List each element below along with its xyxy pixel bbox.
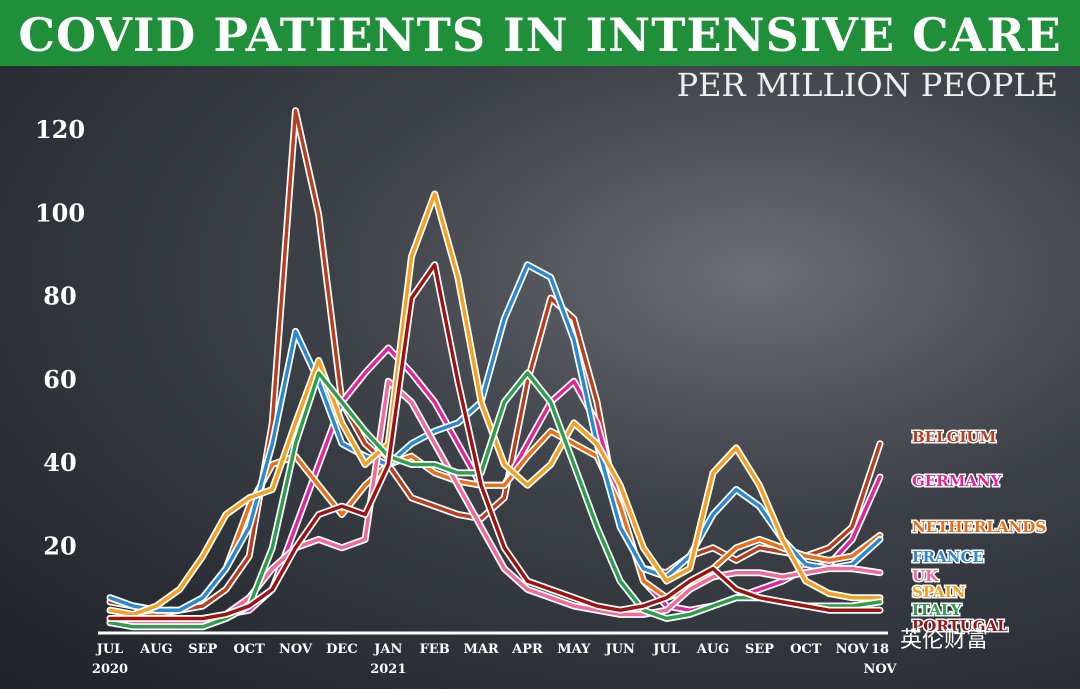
line: [108, 263, 882, 612]
legend-label: UK: [912, 567, 939, 585]
legend-label: PORTUGAL: [912, 617, 1008, 635]
y-tick-label: 60: [43, 365, 76, 394]
x-tick-label: JAN 2021: [370, 642, 407, 677]
y-tick-label: 120: [35, 115, 85, 144]
line: [108, 429, 882, 625]
y-tick-label: 20: [43, 531, 76, 560]
legend-label: NETHERLANDS: [912, 518, 1046, 536]
x-tick-label: DEC: [326, 642, 358, 657]
x-tick-label: AUG: [696, 642, 730, 657]
x-tick-label: NOV: [278, 642, 313, 657]
legend-label: SPAIN: [912, 583, 966, 601]
legend-label: FRANCE: [912, 548, 984, 566]
x-tick-label: MAR: [463, 642, 499, 657]
x-tick-label: OCT: [790, 642, 822, 657]
y-tick-label: 80: [43, 282, 76, 311]
x-tick-label: JUL 2020: [91, 642, 129, 677]
x-tick-label: OCT: [233, 642, 265, 657]
legend-label: ITALY: [912, 601, 962, 619]
y-tick-label: 100: [35, 198, 85, 227]
x-tick-label: JUN: [605, 642, 635, 657]
x-tick-label: APR: [512, 642, 543, 657]
line: [108, 379, 882, 625]
legend-label: BELGIUM: [912, 428, 996, 446]
line: [108, 263, 882, 621]
x-tick-label: NOV: [835, 642, 869, 657]
title-banner: [0, 0, 1080, 66]
x-tick-label: JUL: [653, 642, 680, 657]
legend-label: GERMANY: [912, 472, 1002, 490]
x-tick-label: AUG: [140, 642, 173, 657]
x-tick-label: FEB: [419, 642, 450, 657]
x-tick-label: SEP: [744, 642, 774, 657]
y-tick-label: 40: [43, 448, 76, 477]
watermark: 英伦财富: [900, 628, 989, 653]
chart-title: COVID PATIENTS IN INTENSIVE CARE: [18, 8, 1062, 62]
x-tick-label: MAY: [557, 642, 591, 657]
x-tick-label: SEP: [188, 642, 218, 657]
chart-subtitle: PER MILLION PEOPLE: [676, 66, 1058, 104]
x-tick-label: 18 NOV: [863, 642, 897, 677]
